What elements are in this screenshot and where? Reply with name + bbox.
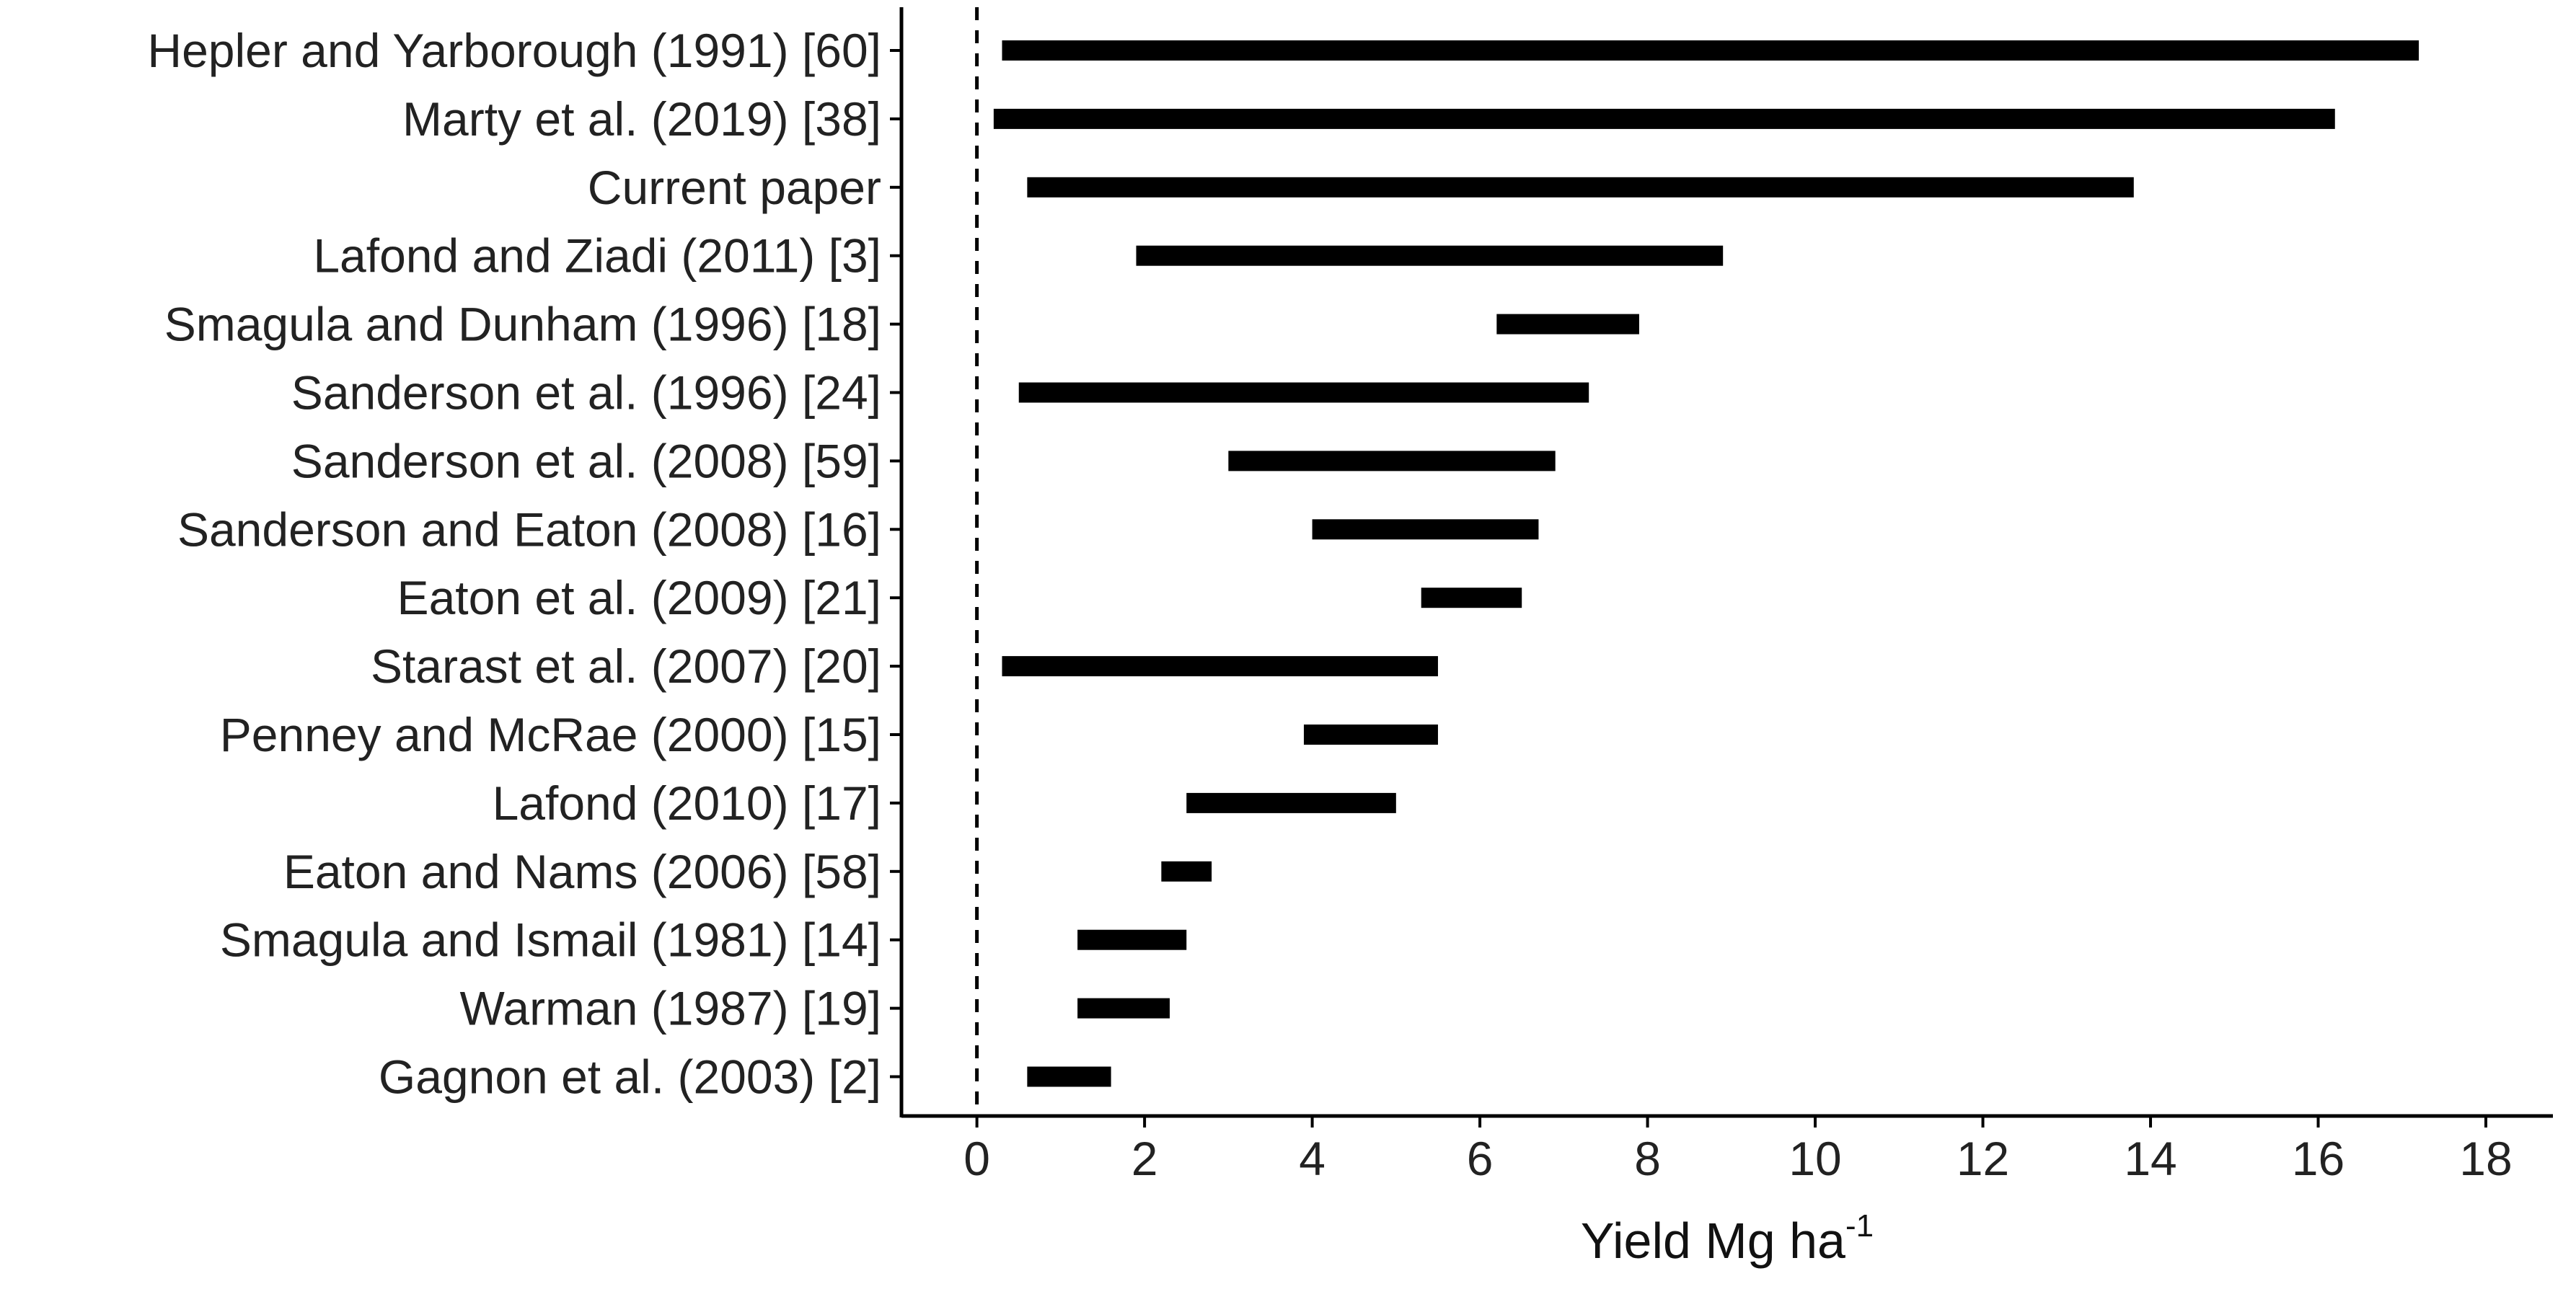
- range-bar: [1077, 998, 1170, 1019]
- x-tick-label: 6: [1467, 1132, 1494, 1185]
- x-tick-label: 12: [1957, 1132, 2009, 1185]
- range-bar: [1496, 314, 1639, 335]
- category-labels: Hepler and Yarborough (1991) [60] Marty e…: [147, 24, 901, 1104]
- range-bar: [1027, 177, 2134, 198]
- x-tick-label: 0: [963, 1132, 990, 1185]
- x-tick-label: 8: [1634, 1132, 1661, 1185]
- range-bar: [1002, 40, 2420, 61]
- range-bar: [1186, 792, 1396, 813]
- category-label: Marty et al. (2019) [38]: [402, 92, 881, 146]
- category-label: Eaton et al. (2009) [21]: [397, 571, 881, 624]
- x-tick-label: 18: [2459, 1132, 2512, 1185]
- x-axis-ticks: 0 2 4 6 8 10 12 14 16 18: [963, 1116, 2513, 1185]
- category-label: Lafond and Ziadi (2011) [3]: [313, 229, 881, 283]
- range-bar: [1312, 519, 1539, 540]
- category-label: Hepler and Yarborough (1991) [60]: [147, 24, 881, 77]
- range-bar: [1018, 382, 1589, 403]
- range-bar: [1002, 656, 1438, 677]
- category-label: Gagnon et al. (2003) [2]: [379, 1050, 881, 1104]
- category-label: Smagula and Ismail (1981) [14]: [220, 913, 881, 967]
- range-bar: [1421, 588, 1522, 608]
- category-label: Starast et al. (2007) [20]: [371, 639, 881, 693]
- category-label: Sanderson et al. (2008) [59]: [291, 434, 881, 487]
- x-axis-title-text: Yield Mg ha: [1581, 1213, 1845, 1269]
- range-bar: [993, 108, 2335, 129]
- category-label: Penney and McRae (2000) [15]: [220, 708, 881, 761]
- category-label: Smagula and Dunham (1996) [18]: [164, 298, 881, 351]
- category-label: Eaton and Nams (2006) [58]: [283, 845, 881, 898]
- category-label: Warman (1987) [19]: [460, 982, 881, 1035]
- x-tick-label: 2: [1132, 1132, 1158, 1185]
- range-bar: [1303, 725, 1438, 745]
- range-bar: [1161, 861, 1212, 882]
- category-label: Sanderson et al. (1996) [24]: [291, 366, 881, 420]
- x-tick-label: 14: [2124, 1132, 2176, 1185]
- x-tick-label: 16: [2292, 1132, 2345, 1185]
- range-bar: [1228, 451, 1556, 471]
- range-bar: [1136, 245, 1724, 266]
- bars-group: [993, 40, 2420, 1087]
- range-bar: [1027, 1066, 1111, 1087]
- x-axis-title-superscript: -1: [1845, 1208, 1874, 1244]
- category-label: Sanderson and Eaton (2008) [16]: [177, 502, 881, 556]
- category-label: Current paper: [588, 161, 881, 214]
- x-tick-label: 10: [1788, 1132, 1841, 1185]
- range-bar: [1077, 929, 1187, 950]
- category-label: Lafond (2010) [17]: [493, 776, 881, 830]
- x-axis-title: Yield Mg ha-1: [1581, 1208, 1874, 1269]
- x-tick-label: 4: [1299, 1132, 1326, 1185]
